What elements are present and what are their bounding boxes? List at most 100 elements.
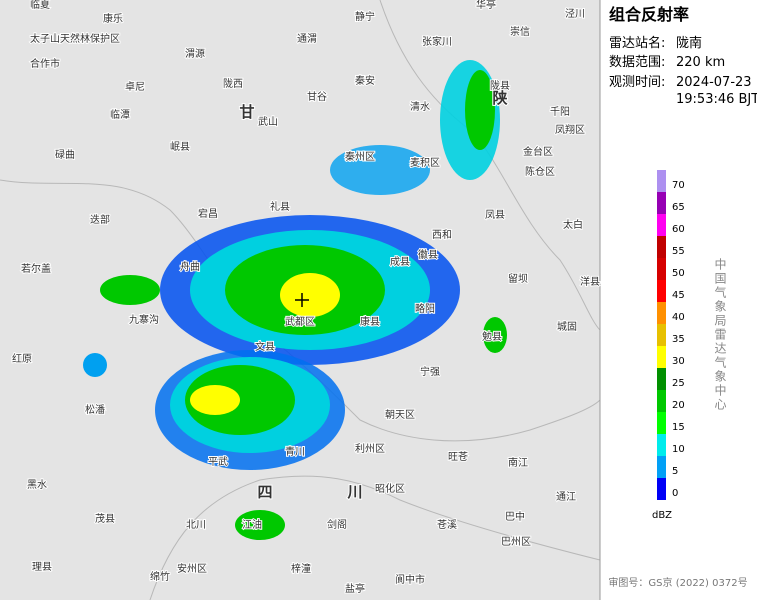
place-label: 成县 xyxy=(390,256,410,268)
range: 220 km xyxy=(676,55,725,70)
place-label: 略阳 xyxy=(415,302,435,315)
place-label: 华亭 xyxy=(476,0,496,11)
place-label: 金台区 xyxy=(523,145,553,158)
place-label: 合作市 xyxy=(30,57,60,70)
legend-swatch xyxy=(657,390,666,412)
region-label: 川 xyxy=(346,483,362,501)
legend-value: 35 xyxy=(672,334,685,345)
place-label: 卓尼 xyxy=(125,81,145,93)
place-label: 朝天区 xyxy=(385,409,415,421)
place-label: 舟曲 xyxy=(180,260,200,273)
legend-swatch xyxy=(657,302,666,324)
legend-value: 15 xyxy=(672,422,685,433)
place-label: 绵竹 xyxy=(150,570,170,583)
place-label: 崇信 xyxy=(510,26,530,38)
place-label: 洋县 xyxy=(580,275,600,288)
place-label: 松潘 xyxy=(85,403,105,416)
place-label: 昭化区 xyxy=(375,482,405,495)
place-label: 宕昌 xyxy=(198,207,218,220)
time-clock: 19:53:46 BJT xyxy=(676,92,757,107)
legend-swatch xyxy=(657,280,666,302)
place-label: 千阳 xyxy=(550,106,570,118)
legend-value: 60 xyxy=(672,224,685,235)
time-label: 观测时间: xyxy=(609,75,665,90)
place-label: 泾川 xyxy=(565,7,585,20)
place-label: 巴州区 xyxy=(501,536,531,548)
place-label: 红原 xyxy=(12,352,32,365)
place-label: 梓潼 xyxy=(291,562,311,575)
place-label: 临夏 xyxy=(30,0,50,11)
place-label: 剑阁 xyxy=(327,518,347,531)
region-label: 陕 xyxy=(492,89,507,107)
place-label: 陇西 xyxy=(223,77,243,90)
legend-value: 20 xyxy=(672,400,685,411)
place-label: 临潭 xyxy=(110,108,130,121)
region-label: 四 xyxy=(257,483,272,501)
place-label: 礼县 xyxy=(270,200,290,213)
place-label: 理县 xyxy=(32,561,52,573)
place-label: 凤翔区 xyxy=(555,123,585,136)
source: 中国气象局雷达气象中心 xyxy=(713,257,727,412)
legend-swatch xyxy=(657,412,666,434)
approval: 审图号：GS京 (2022) 0372号 xyxy=(608,576,747,589)
place-label: 巴中 xyxy=(505,510,525,523)
station-label: 雷达站名: xyxy=(609,35,665,51)
place-label: 安州区 xyxy=(177,562,207,575)
place-label: 迭部 xyxy=(90,213,110,226)
legend-swatch xyxy=(657,258,666,280)
place-label: 岷县 xyxy=(170,141,190,153)
place-label: 平武 xyxy=(208,455,228,468)
place-label: 凤县 xyxy=(485,209,505,221)
place-label: 秦州区 xyxy=(345,150,375,163)
place-label: 西和 xyxy=(432,229,452,241)
place-label: 盐亭 xyxy=(345,582,365,595)
legend-swatch xyxy=(657,368,666,390)
place-label: 武山 xyxy=(258,115,278,128)
legend-swatch xyxy=(657,192,666,214)
place-label: 若尔盖 xyxy=(21,262,51,275)
place-label: 徽县 xyxy=(418,248,438,261)
place-label: 陇县 xyxy=(490,79,510,92)
place-label: 阆中市 xyxy=(395,573,425,586)
legend-value: 0 xyxy=(672,488,678,499)
legend-swatch xyxy=(657,478,666,500)
place-label: 通江 xyxy=(556,491,576,503)
place-label: 旺苍 xyxy=(448,450,468,463)
place-label: 麦积区 xyxy=(410,157,440,169)
place-label: 苍溪 xyxy=(437,518,457,531)
legend-value: 45 xyxy=(672,290,685,301)
place-label: 康乐 xyxy=(103,12,123,25)
place-label: 南江 xyxy=(508,456,528,469)
place-label: 清水 xyxy=(410,100,430,113)
place-label: 九寨沟 xyxy=(129,313,159,326)
legend-swatch xyxy=(657,434,666,456)
range-label: 数据范围: xyxy=(609,55,665,70)
legend-value: 40 xyxy=(672,312,685,323)
place-label: 留坝 xyxy=(508,272,528,285)
station: 陇南 xyxy=(676,35,702,51)
place-label: 秦安 xyxy=(355,74,375,87)
place-label: 静宁 xyxy=(355,10,375,23)
legend-swatch xyxy=(657,346,666,368)
legend-swatch xyxy=(657,236,666,258)
legend-swatch xyxy=(657,214,666,236)
legend-value: 70 xyxy=(672,180,685,191)
echo xyxy=(83,60,507,540)
place-label: 碌曲 xyxy=(55,149,75,161)
legend-value: 50 xyxy=(672,268,685,279)
legend-value: 65 xyxy=(672,202,685,213)
place-label: 武都区 xyxy=(285,315,315,328)
place-label: 太白 xyxy=(563,218,583,231)
legend-swatch xyxy=(657,170,666,192)
legend-value: 55 xyxy=(672,246,685,257)
legend-value: 30 xyxy=(672,356,685,367)
time-date: 2024-07-23 xyxy=(676,75,752,90)
place-label: 甘谷 xyxy=(307,90,327,103)
place-label: 康县 xyxy=(360,315,380,328)
radar-center xyxy=(295,293,309,307)
legend-unit: dBZ xyxy=(652,510,672,521)
legend-swatch xyxy=(657,324,666,346)
place-label: 利州区 xyxy=(355,443,385,455)
